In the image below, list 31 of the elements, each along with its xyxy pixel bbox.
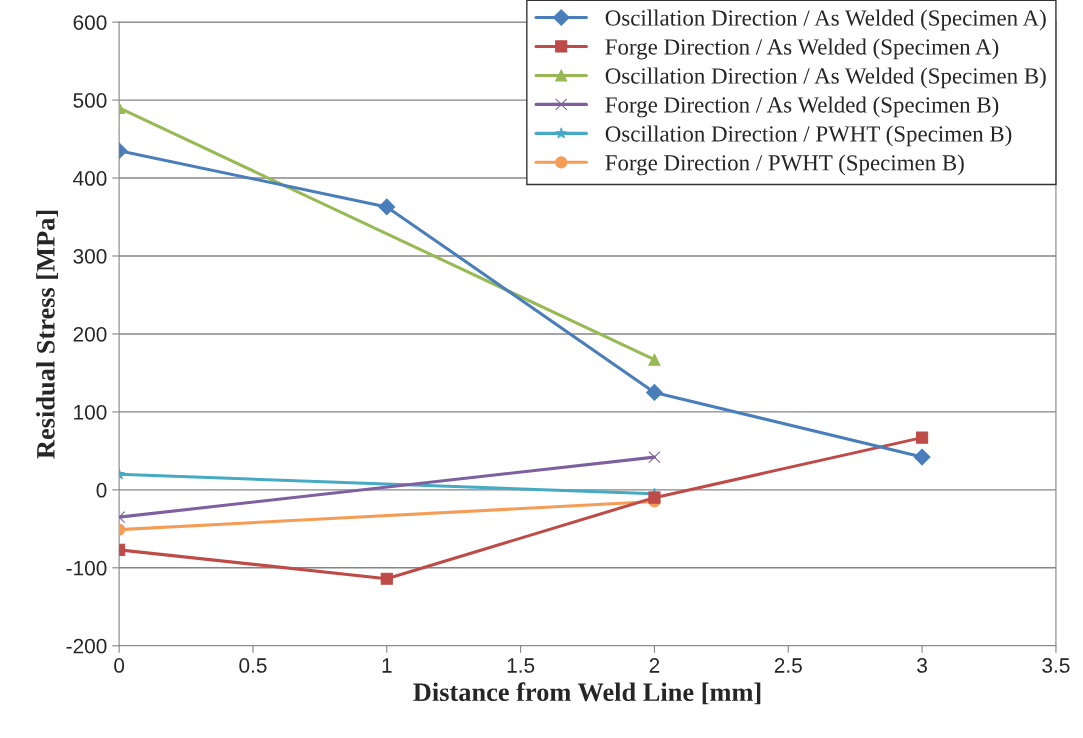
y-tick-label: 200 bbox=[73, 326, 107, 342]
x-tick-label: 0 bbox=[114, 658, 125, 673]
x-tick-label: 0.5 bbox=[239, 658, 267, 673]
y-tick-label: 600 bbox=[73, 15, 107, 30]
x-tick-label: 1 bbox=[382, 658, 392, 673]
x-tick-label: 2 bbox=[649, 658, 660, 673]
x-axis-title: Distance from Weld Line [mm] bbox=[413, 682, 761, 705]
point bbox=[646, 384, 663, 401]
x-tick-label: 3 bbox=[917, 658, 927, 673]
legend-label: Oscillation Direction / As Welded (Specimen B) bbox=[605, 67, 1046, 89]
legend-label: Oscillation Direction / As Welded (Specimen A) bbox=[605, 9, 1046, 31]
point bbox=[916, 431, 929, 444]
y-tick-label: -100 bbox=[66, 560, 107, 576]
x-tick-label: 3.5 bbox=[1042, 658, 1070, 673]
y-tick-label: 300 bbox=[73, 249, 107, 264]
point bbox=[380, 572, 393, 585]
legend-label: Forge Direction / As Welded (Specimen B) bbox=[605, 96, 999, 118]
point bbox=[913, 448, 931, 466]
y-tick-label: 0 bbox=[96, 482, 107, 498]
x-tick-label: 2.5 bbox=[774, 658, 802, 673]
point bbox=[648, 491, 661, 504]
point bbox=[378, 198, 396, 216]
legend-label: Forge Direction / As Welded (Specimen A) bbox=[605, 38, 999, 60]
y-tick-label: 100 bbox=[74, 404, 107, 420]
legend-label: Oscillation Direction / PWHT (Specimen B) bbox=[605, 125, 1012, 147]
y-tick-label: 500 bbox=[73, 93, 107, 108]
y-tick-label: 400 bbox=[73, 171, 107, 186]
y-axis-title: Residual Stress [MPa] bbox=[36, 210, 58, 459]
x-tick-label: 1.5 bbox=[507, 658, 535, 673]
legend-label: Forge Direction / PWHT (Specimen B) bbox=[605, 154, 964, 176]
y-tick-label: -200 bbox=[66, 638, 107, 654]
